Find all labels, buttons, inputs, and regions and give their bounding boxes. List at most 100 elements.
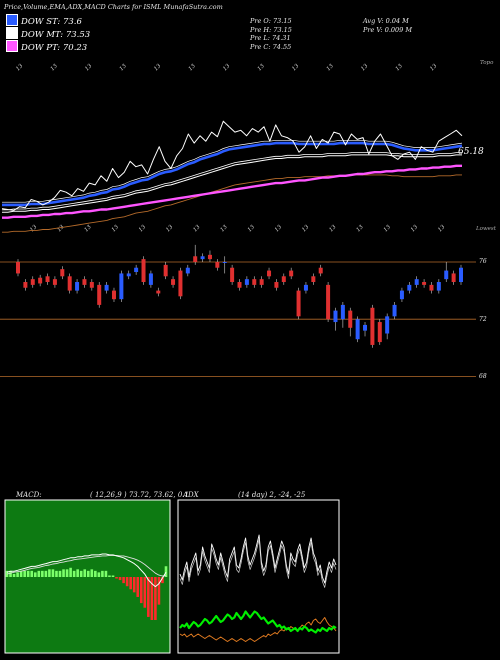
candle-up [200,256,205,260]
macd-hist-neg [125,577,129,587]
macd-hist-pos [26,570,30,577]
candle-down [207,254,212,260]
candle-up [436,282,441,291]
macd-hist-pos [90,569,94,577]
adx-line-shadow [179,539,337,588]
level-label-72: 72 [479,316,487,323]
macd-hist-pos [37,570,41,577]
macd-hist-pos [97,572,101,577]
candle-up [392,304,397,317]
top-date-label: 13 [360,63,370,73]
candle-down [422,282,427,285]
macd-hist-neg [122,577,125,584]
legend-item-dow-mt: DOW MT: 73.53 [6,27,90,40]
top-date-label: 13 [222,63,232,73]
macd-hist-pos [33,572,37,577]
candle-up [414,279,419,285]
prev-close: Pre C: 74.55 [250,42,292,51]
candle-up [407,284,412,291]
price-ema-lines [1,120,463,233]
adx-minus-di-line [179,617,337,642]
ema-line-dow-mt-2 [2,152,462,211]
macd-hist-pos [19,570,23,577]
adx-label: ADX [183,491,199,499]
level-label-76: 76 [479,258,487,265]
candle-down [60,269,65,277]
bottom-date-label: 13 [410,224,420,234]
bottom-date-label: 13 [437,224,447,234]
top-date-label: 13 [84,63,94,73]
macd-hist-neg [132,577,136,593]
bottom-date-label: 13 [29,224,39,234]
candle-down [38,277,43,284]
candle-down [23,282,28,288]
candle-up [399,290,404,300]
candle-down [289,270,294,277]
candle-down [45,276,50,283]
top-date-label: 13 [15,63,25,73]
legend-swatch-magenta [6,40,18,52]
macd-hist-pos [108,575,111,577]
ema-line-brown [2,174,462,233]
candle-down [97,284,102,305]
volume-stats: Avg V: 0.04 M Pre V: 0.009 M [363,17,412,34]
macd-label: MACD: [16,491,42,499]
prev-low: Pre L: 74.31 [250,34,291,42]
candle-up [134,267,139,273]
adx-chart [179,534,337,642]
macd-hist-pos [30,570,34,577]
macd-hist-pos [9,570,12,577]
macd-hist-pos [58,570,62,577]
macd-hist-neg [136,577,140,597]
candle-down [178,270,183,297]
macd-hist-pos [83,569,87,577]
top-date-label: 13 [291,63,301,73]
macd-signal-line [6,554,167,577]
candle-down [429,284,434,291]
candle-down [281,276,286,283]
macd-hist-pos [23,570,26,577]
candle-down [89,282,94,288]
chart-title: Price,Volume,EMA,ADX,MACD Charts for ISM… [4,3,223,11]
candle-up [75,282,80,291]
candle-down [318,267,323,274]
macd-hist-pos [48,569,51,577]
adx-params: (14 day) 2, -24, -25 [238,491,306,499]
top-date-label: 13 [153,63,163,73]
bottom-date-label: 13 [165,224,175,234]
macd-hist-pos [94,570,97,577]
candle-down [348,310,353,328]
candle-up [126,273,131,277]
bottom-date-label: 13 [383,224,393,234]
macd-hist-pos [111,575,115,577]
macd-hist-neg [147,577,150,617]
bottom-date-label: 13 [220,224,230,234]
candle-down [193,256,198,262]
bottom-date-label: 13 [274,224,284,234]
macd-params: ( 12,26,9 ) 73.72, 73.62, 0.1 [90,491,189,499]
prev-stats: Pre O: 73.15 Pre H: 73.15 Pre L: 74.31 P… [250,17,292,51]
top-date-label: 13 [395,63,405,73]
macd-hist-pos [101,570,104,577]
macd-hist-pos [79,570,83,577]
candle-down [111,290,116,300]
bottom-date-label: 13 [111,224,121,234]
macd-line [6,553,167,588]
candle-down [67,276,72,291]
candle-down [451,273,456,283]
candle-up [119,273,124,300]
bottom-date-label: 13 [247,224,257,234]
adx-panel [177,499,340,654]
macd-hist-pos [44,570,48,577]
top-date-label: 13 [50,63,60,73]
candle-up [355,319,360,340]
macd-chart [5,553,168,621]
top-date-label: 13 [188,63,198,73]
bottom-date-label: 13 [301,224,311,234]
legend-item-dow-pt: DOW PT: 70.23 [6,40,90,53]
macd-hist-pos [51,569,55,577]
candle-up [459,267,463,283]
macd-hist-pos [62,569,65,577]
candle-down [370,307,375,345]
candle-down [274,282,279,288]
